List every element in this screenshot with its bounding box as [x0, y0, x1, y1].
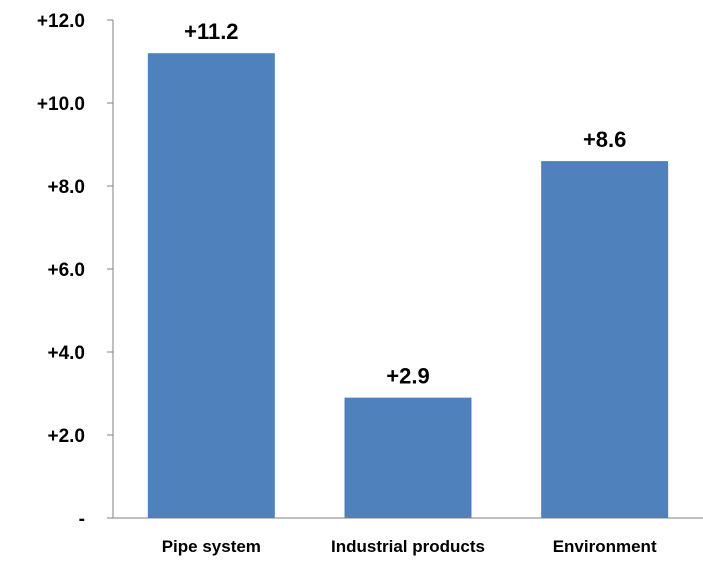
y-axis: - +2.0 +4.0 +6.0 +8.0 +10.0 +12.0 — [37, 11, 114, 530]
category-labels: Pipe system Industrial products Environmen… — [162, 537, 657, 556]
y-tick-label: +12.0 — [37, 11, 85, 32]
y-tick-label: +2.0 — [47, 426, 85, 447]
bar — [541, 161, 669, 518]
data-label: +11.2 — [184, 19, 238, 44]
bar — [344, 397, 472, 518]
category-label: Pipe system — [162, 537, 261, 556]
y-tick-label: +6.0 — [47, 260, 85, 281]
data-label: +2.9 — [386, 364, 429, 389]
category-label: Industrial products — [331, 537, 485, 556]
y-tick-label: +8.0 — [47, 177, 85, 198]
y-tick-label: +4.0 — [47, 343, 85, 364]
data-label: +8.6 — [583, 127, 626, 152]
category-label: Environment — [553, 537, 657, 556]
data-labels: +11.2 +2.9 +8.6 — [184, 19, 626, 388]
y-tick-label: +10.0 — [37, 94, 85, 115]
bars — [147, 53, 669, 518]
y-tick-label: - — [79, 509, 85, 530]
bar — [147, 53, 275, 518]
